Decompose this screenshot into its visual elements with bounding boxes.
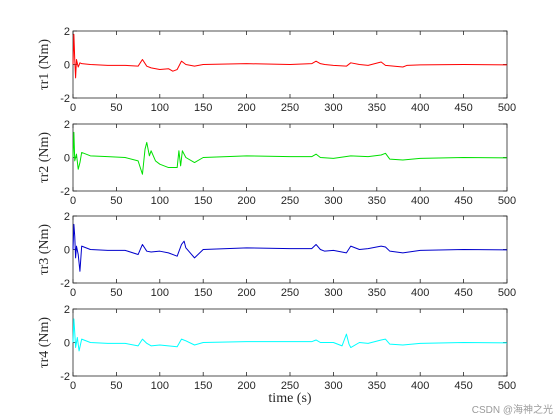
x-tick-label: 400 <box>411 287 429 299</box>
x-tick-label: 0 <box>70 195 76 207</box>
x-tick-label: 450 <box>454 102 472 114</box>
x-tick-label: 350 <box>368 287 386 299</box>
x-tick-label: 100 <box>151 287 169 299</box>
series-line <box>72 33 508 79</box>
x-tick-label: 500 <box>498 380 516 392</box>
x-tick-label: 150 <box>194 195 212 207</box>
x-tick-label: 200 <box>237 287 255 299</box>
x-tick-label: 350 <box>368 102 386 114</box>
x-tick-label: 300 <box>324 380 342 392</box>
x-tick-label: 150 <box>194 102 212 114</box>
x-axis-label: time (s) <box>268 391 311 406</box>
y-tick-label: 0 <box>64 245 70 257</box>
series-line <box>72 318 508 352</box>
x-tick-label: 250 <box>281 380 299 392</box>
x-tick-label: 200 <box>237 195 255 207</box>
x-tick-label: 450 <box>454 195 472 207</box>
x-tick-label: 250 <box>281 102 299 114</box>
x-tick-label: 100 <box>151 380 169 392</box>
x-tick-label: 300 <box>324 102 342 114</box>
x-tick-label: 450 <box>454 380 472 392</box>
y-tick-label: 2 <box>64 211 70 223</box>
x-tick-label: 200 <box>237 102 255 114</box>
x-tick-label: 100 <box>151 102 169 114</box>
x-tick-label: 150 <box>194 287 212 299</box>
x-tick-label: 50 <box>110 287 122 299</box>
series-line <box>72 131 508 175</box>
x-tick-label: 100 <box>151 195 169 207</box>
x-tick-label: 300 <box>324 195 342 207</box>
x-tick-label: 0 <box>70 380 76 392</box>
y-axis-label: τr3 (Nm) <box>37 224 52 275</box>
y-tick-label: 2 <box>64 26 70 38</box>
x-tick-label: 50 <box>110 102 122 114</box>
x-tick-label: 500 <box>498 195 516 207</box>
x-tick-label: 500 <box>498 287 516 299</box>
y-axis-label: τr2 (Nm) <box>37 132 52 183</box>
x-tick-label: 300 <box>324 287 342 299</box>
y-tick-label: 0 <box>64 60 70 72</box>
x-tick-label: 500 <box>498 102 516 114</box>
x-tick-label: 350 <box>368 380 386 392</box>
x-tick-label: 150 <box>194 380 212 392</box>
y-tick-label: -2 <box>60 371 70 383</box>
y-tick-label: 2 <box>64 119 70 131</box>
x-tick-label: 0 <box>70 287 76 299</box>
x-tick-label: 400 <box>411 195 429 207</box>
x-tick-label: 250 <box>281 287 299 299</box>
x-tick-label: 350 <box>368 195 386 207</box>
axes-box <box>72 123 508 192</box>
y-tick-label: -2 <box>60 93 70 105</box>
y-axis-label: τr4 (Nm) <box>37 317 52 368</box>
x-tick-label: 50 <box>110 195 122 207</box>
y-tick-label: -2 <box>60 278 70 290</box>
watermark: CSDN @海神之光 <box>472 403 553 416</box>
x-tick-label: 250 <box>281 195 299 207</box>
x-tick-label: 400 <box>411 102 429 114</box>
x-tick-label: 0 <box>70 102 76 114</box>
x-tick-label: 50 <box>110 380 122 392</box>
y-tick-label: -2 <box>60 186 70 198</box>
x-tick-label: 400 <box>411 380 429 392</box>
y-axis-label: τr1 (Nm) <box>37 39 52 90</box>
series-line <box>72 223 508 272</box>
x-tick-label: 200 <box>237 380 255 392</box>
y-tick-label: 0 <box>64 338 70 350</box>
x-tick-label: 450 <box>454 287 472 299</box>
y-tick-label: 0 <box>64 153 70 165</box>
y-tick-label: 2 <box>64 304 70 316</box>
